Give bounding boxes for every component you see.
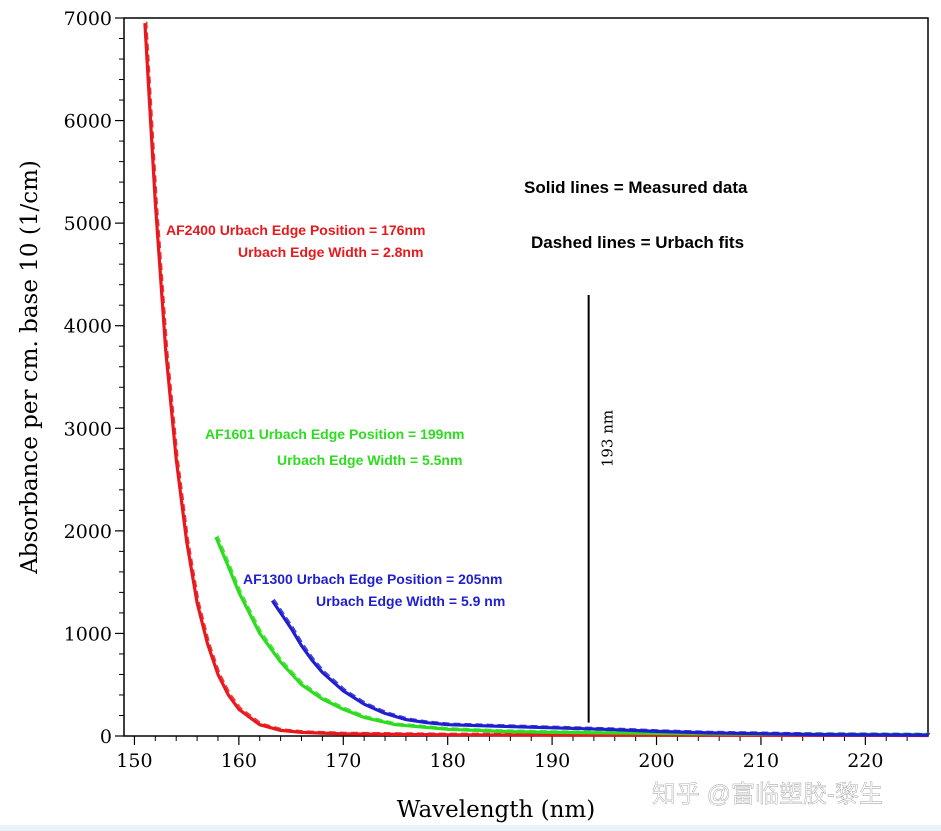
- y-tick-label: 0: [100, 726, 112, 748]
- series-af1601-fit: [217, 535, 930, 734]
- y-tick-label: 2000: [64, 521, 112, 543]
- plot-frame: [123, 17, 929, 737]
- series-layer: [143, 21, 930, 738]
- x-tick-label: 160: [221, 750, 257, 772]
- y-tick-label: 1000: [64, 623, 112, 645]
- x-tick-label: 180: [430, 750, 466, 772]
- x-tick-label: 150: [116, 750, 152, 772]
- annotation-af1300-position: AF1300 Urbach Edge Position = 205nm: [243, 571, 502, 587]
- annotation-dashed-lines: Dashed lines = Urbach fits: [531, 233, 744, 252]
- series-af1601-measured: [214, 536, 929, 737]
- axis-ticks: 150 160 170 180 190 200 210 220 0 1000 2000 3000 400…: [64, 8, 908, 772]
- x-tick-label: 200: [638, 750, 674, 772]
- y-tick-label: 5000: [64, 213, 112, 235]
- annotation-af1300-width: Urbach Edge Width = 5.9 nm: [316, 593, 505, 609]
- annotation-af1601-position: AF1601 Urbach Edge Position = 199nm: [205, 426, 464, 442]
- annotation-af1601-width: Urbach Edge Width = 5.5nm: [277, 452, 462, 468]
- series-af1300-measured: [270, 599, 929, 737]
- y-tick-label: 7000: [64, 8, 112, 30]
- x-tick-label: 210: [743, 750, 779, 772]
- x-tick-label: 170: [325, 750, 361, 772]
- x-tick-label: 220: [847, 750, 883, 772]
- series-af1300-fit: [273, 598, 930, 735]
- y-axis-label: Absorbance per cm. base 10 (1/cm): [17, 160, 43, 575]
- x-axis-label: Wavelength (nm): [397, 797, 595, 823]
- y-tick-label: 6000: [64, 111, 112, 133]
- annotation-af2400-position: AF2400 Urbach Edge Position = 176nm: [166, 222, 425, 238]
- x-tick-label: 190: [534, 750, 570, 772]
- bottom-band: [0, 825, 941, 831]
- y-tick-label: 3000: [64, 418, 112, 440]
- marker-line-label: 193 nm: [599, 410, 617, 467]
- annotation-solid-lines: Solid lines = Measured data: [524, 178, 748, 197]
- marker-layer: 193 nm: [587, 294, 617, 723]
- watermark: 知乎 @富临塑胶-黎生: [652, 781, 883, 808]
- series-af2400-fit: [146, 21, 930, 735]
- annotation-af2400-width: Urbach Edge Width = 2.8nm: [238, 244, 423, 260]
- y-tick-label: 4000: [64, 316, 112, 338]
- series-af2400-measured: [143, 23, 929, 738]
